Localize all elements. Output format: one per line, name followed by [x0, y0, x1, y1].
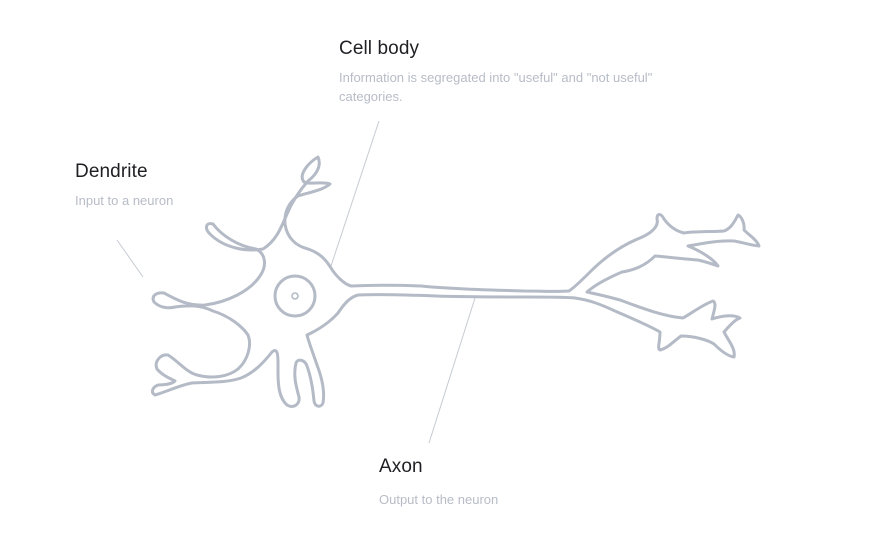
axon-description: Output to the neuron: [379, 492, 499, 507]
axon-title: Axon: [379, 456, 423, 477]
cell-body-leader-line: [330, 120, 380, 267]
cell-body-label: Cell body Information is segregated into…: [339, 38, 659, 106]
axon-leader-line: [428, 297, 476, 444]
dendrite-title: Dendrite: [75, 161, 148, 182]
nucleolus: [291, 292, 299, 300]
dendrite-leader-line: [116, 239, 144, 278]
cell-body-title: Cell body: [339, 38, 420, 59]
dendrite-description: Input to a neuron: [75, 193, 174, 208]
nucleus: [273, 274, 317, 318]
axon-label: Axon Output to the neuron: [379, 456, 639, 509]
dendrite-label: Dendrite Input to a neuron: [75, 161, 275, 210]
neuron-outline: [150, 155, 761, 408]
cell-body-description: Information is segregated into "useful" …: [339, 70, 653, 104]
